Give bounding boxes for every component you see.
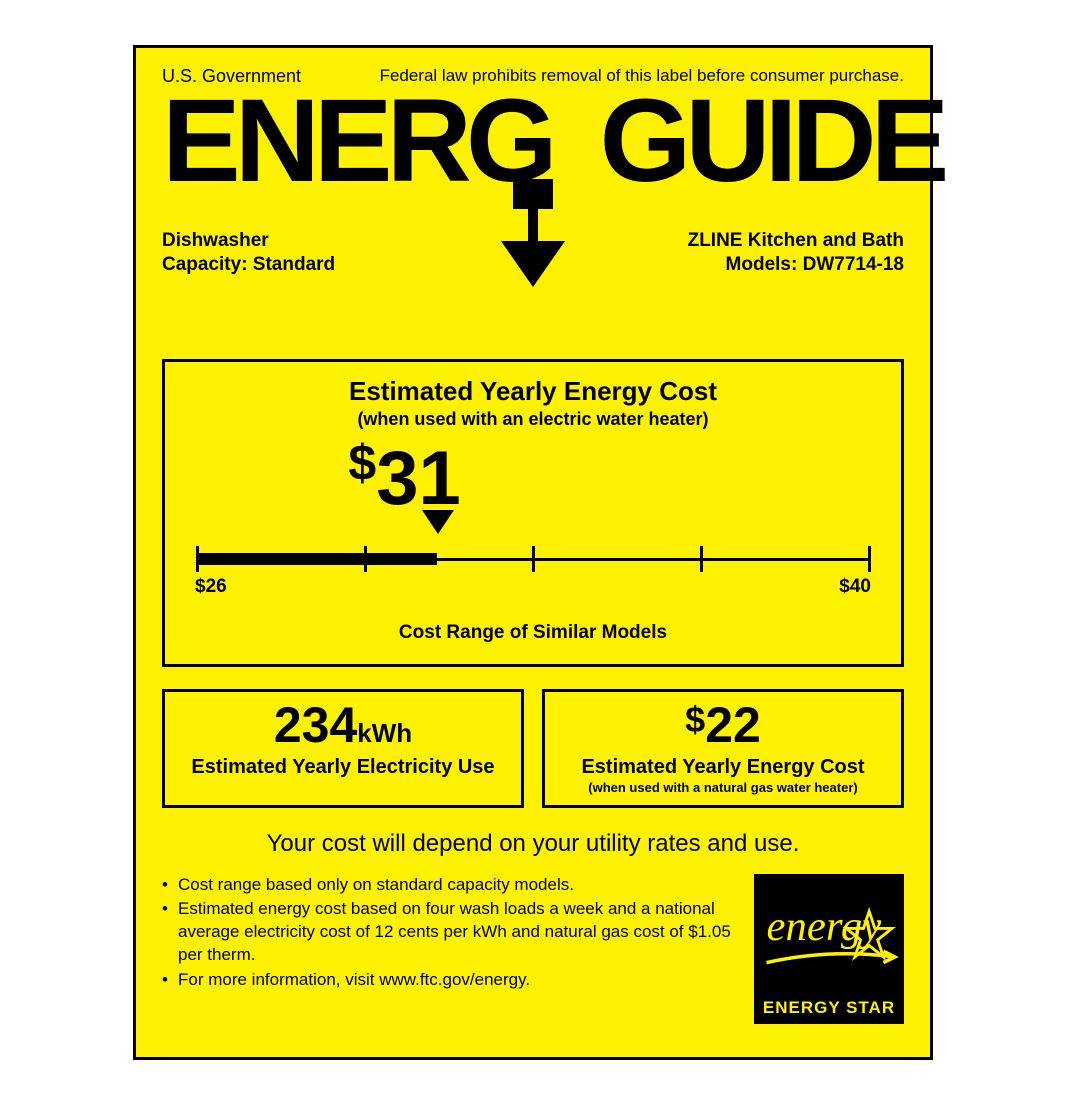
- energyguide-logo: ENERGGUIDE: [162, 91, 904, 191]
- gas-cost-box: $22 Estimated Yearly Energy Cost (when u…: [542, 689, 904, 808]
- gas-cost-value: $22: [555, 700, 891, 750]
- gas-currency: $: [685, 699, 705, 740]
- bullet-icon: •: [162, 874, 178, 897]
- marker-triangle-icon: [422, 510, 454, 534]
- gas-note: (when used with a natural gas water heat…: [555, 780, 891, 795]
- cost-subtitle: (when used with an electric water heater…: [189, 409, 877, 430]
- footnote-text: For more information, visit www.ftc.gov/…: [178, 969, 530, 992]
- scale-tick: [868, 546, 871, 572]
- cost-title: Estimated Yearly Energy Cost: [189, 376, 877, 407]
- footnotes: •Cost range based only on standard capac…: [162, 874, 736, 1024]
- scale-min-label: $26: [195, 576, 227, 598]
- kwh-label: Estimated Yearly Electricity Use: [175, 756, 511, 779]
- energy-star-caption: ENERGY STAR: [763, 998, 895, 1018]
- logo-left: ENERG: [162, 91, 552, 191]
- depends-text: Your cost will depend on your utility ra…: [162, 830, 904, 858]
- cost-scale: $26 $40: [197, 540, 869, 594]
- bullet-icon: •: [162, 898, 178, 967]
- footnote-text: Estimated energy cost based on four wash…: [178, 898, 736, 967]
- scale-tick: [532, 546, 535, 572]
- scale-tick: [196, 546, 199, 572]
- energy-star-icon: energy: [758, 880, 901, 994]
- gas-label: Estimated Yearly Energy Cost: [555, 756, 891, 779]
- product-type: Dishwasher: [162, 229, 335, 253]
- energy-star-badge: energy ENERGY STAR: [754, 874, 904, 1024]
- footer-row: •Cost range based only on standard capac…: [162, 874, 904, 1024]
- cost-box: Estimated Yearly Energy Cost (when used …: [162, 359, 904, 667]
- brand-col: ZLINE Kitchen and Bath Models: DW7714-18: [688, 229, 904, 277]
- footnote-text: Cost range based only on standard capaci…: [178, 874, 574, 897]
- gas-amount: 22: [705, 697, 761, 753]
- down-arrow-icon: [493, 179, 573, 289]
- cost-amount: 31: [376, 436, 461, 521]
- scale-max-label: $40: [839, 576, 871, 598]
- logo-right: GUIDE: [600, 91, 944, 191]
- electricity-use-box: 234kWh Estimated Yearly Electricity Use: [162, 689, 524, 808]
- footnote-line: •Cost range based only on standard capac…: [162, 874, 736, 897]
- product-col: Dishwasher Capacity: Standard: [162, 229, 335, 277]
- two-col: 234kWh Estimated Yearly Electricity Use …: [162, 689, 904, 808]
- kwh-number: 234: [274, 697, 357, 753]
- price-row: $31: [189, 444, 877, 534]
- footnote-line: •For more information, visit www.ftc.gov…: [162, 969, 736, 992]
- cost-value: $31: [348, 438, 460, 517]
- kwh-unit: kWh: [357, 718, 412, 748]
- logo-wrap: ENERGGUIDE: [162, 91, 904, 221]
- model: Models: DW7714-18: [688, 253, 904, 277]
- bullet-icon: •: [162, 969, 178, 992]
- energyguide-label: U.S. Government Federal law prohibits re…: [133, 45, 933, 1060]
- kwh-value: 234kWh: [175, 700, 511, 750]
- scale-tick: [364, 546, 367, 572]
- scale-caption: Cost Range of Similar Models: [189, 622, 877, 644]
- currency-symbol: $: [348, 435, 376, 491]
- scale-tick: [700, 546, 703, 572]
- scale-filled-bar: [197, 553, 437, 565]
- footnote-line: •Estimated energy cost based on four was…: [162, 898, 736, 967]
- capacity: Capacity: Standard: [162, 253, 335, 277]
- brand: ZLINE Kitchen and Bath: [688, 229, 904, 253]
